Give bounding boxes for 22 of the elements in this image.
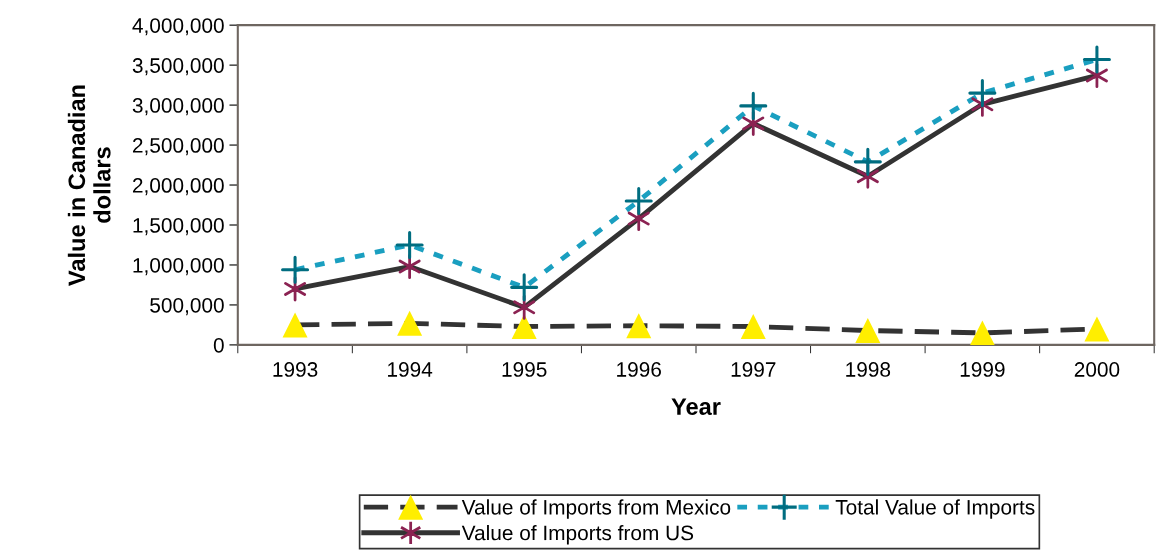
legend-label: Total Value of Imports (835, 499, 1035, 519)
x-tick-label: 1994 (388, 362, 433, 377)
y-axis-title: Value in Canadian dollars (67, 85, 111, 286)
y-tick-label: 3,500,000 (132, 58, 224, 76)
x-tick-label: 1998 (846, 362, 891, 377)
legend-label: Value of Imports from Mexico (461, 499, 731, 519)
y-tick-label: 2,500,000 (132, 138, 224, 156)
y-tick-label: 500,000 (150, 297, 224, 316)
y-tick-label: 3,000,000 (132, 98, 224, 116)
y-tick-label: 0 (213, 337, 224, 353)
legend-label: Value of Imports from US (461, 525, 694, 545)
x-tick-label: 1995 (502, 362, 547, 377)
x-tick-label: 1999 (960, 362, 1005, 377)
x-tick-label: 1996 (617, 362, 661, 377)
y-tick-label: 2,000,000 (132, 178, 224, 196)
x-tick-label: 1997 (731, 362, 776, 377)
x-axis-title: Year (671, 398, 721, 415)
x-tick-label: 1993 (273, 362, 318, 377)
y-tick-label: 4,000,000 (132, 18, 224, 36)
y-tick-label: 1,500,000 (133, 218, 224, 236)
x-tick-label: 2000 (1074, 362, 1120, 377)
y-tick-label: 1,000,000 (133, 257, 224, 276)
